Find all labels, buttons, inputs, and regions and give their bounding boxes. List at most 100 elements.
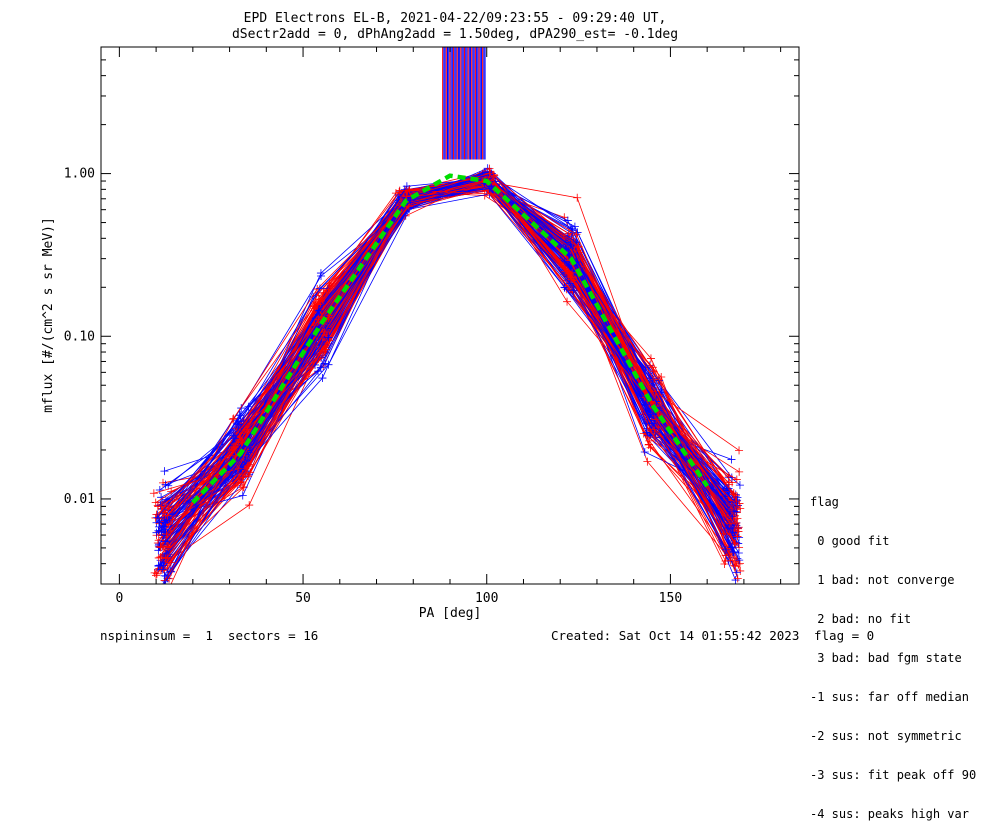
data-point	[487, 182, 496, 191]
data-point	[160, 467, 169, 476]
legend-entry: -4 sus: peaks high var	[810, 807, 969, 821]
data-point	[729, 548, 738, 557]
data-point	[733, 532, 742, 541]
x-tick-label: 0	[115, 591, 123, 606]
flux-curve-line	[160, 180, 728, 547]
flux-curve	[165, 171, 744, 568]
data-point	[324, 333, 333, 342]
flux-curve	[161, 171, 741, 537]
flux-curve-line	[162, 176, 733, 566]
flag-legend: flag 0 good fit 1 bad: not converge 2 ba…	[810, 470, 976, 834]
flux-curve-line	[160, 180, 731, 548]
footer-flag: flag = 0	[814, 628, 875, 643]
flux-curve	[163, 186, 738, 520]
data-point	[237, 404, 246, 413]
flux-curve-line	[165, 167, 732, 577]
data-point	[720, 559, 729, 568]
data-point	[728, 505, 737, 514]
footer-created: Created: Sat Oct 14 01:55:42 2023	[551, 628, 800, 643]
data-point	[729, 489, 738, 498]
flux-curve	[164, 179, 739, 556]
legend-entry: -1 sus: far off median	[810, 690, 969, 704]
flux-curve-line	[166, 173, 733, 535]
data-point	[573, 193, 582, 202]
data-point	[401, 186, 410, 195]
data-point	[728, 542, 737, 551]
data-point	[724, 523, 733, 532]
data-point	[161, 518, 170, 527]
data-point	[315, 284, 324, 293]
flux-curve-line	[162, 171, 728, 528]
data-point	[735, 446, 744, 455]
flux-curve-line	[170, 177, 738, 529]
median-fit-group	[191, 173, 710, 505]
legend-entry: 0 good fit	[810, 534, 890, 548]
data-point	[640, 400, 649, 409]
data-point	[243, 462, 252, 471]
data-point	[314, 306, 323, 315]
flux-curve-line	[165, 174, 737, 533]
data-point	[166, 558, 175, 567]
flux-curve-line	[165, 181, 734, 535]
data-point	[313, 300, 322, 309]
legend-entry: -3 sus: fit peak off 90	[810, 768, 977, 782]
flux-curve-line	[171, 183, 741, 527]
y-tick-label: 1.00	[64, 167, 95, 182]
data-point	[238, 473, 247, 482]
flux-curve-line	[162, 185, 740, 519]
data-point	[154, 562, 163, 571]
chart-title-line2: dSectr2add = 0, dPhAng2add = 1.50deg, dP…	[232, 27, 678, 42]
data-point	[725, 519, 734, 528]
data-point	[572, 230, 581, 239]
data-point	[154, 502, 163, 511]
data-point	[734, 548, 743, 557]
data-point	[652, 415, 661, 424]
data-point	[156, 553, 165, 562]
data-point	[733, 574, 742, 583]
data-point	[650, 425, 659, 434]
flux-curve	[168, 177, 744, 524]
data-point	[574, 242, 583, 251]
flux-curve	[158, 179, 739, 561]
flux-curve	[163, 182, 741, 537]
legend-entry: -2 sus: not symmetric	[810, 729, 962, 743]
data-point	[645, 436, 654, 445]
flux-curve-line	[163, 178, 732, 547]
flux-curve-line	[161, 176, 734, 536]
y-tick-label: 0.01	[64, 492, 95, 507]
data-point	[568, 268, 577, 277]
flux-curve	[153, 174, 730, 554]
data-point	[161, 554, 170, 563]
data-point	[731, 562, 740, 571]
data-point	[726, 556, 735, 565]
legend-entry: 3 bad: bad fgm state	[810, 651, 962, 665]
x-tick-label: 50	[295, 591, 311, 606]
flux-curve-line	[168, 179, 738, 510]
data-point	[395, 188, 404, 197]
data-point	[736, 566, 745, 575]
median-fit-line	[191, 173, 710, 505]
flux-curve-line	[163, 179, 736, 536]
data-point	[566, 240, 575, 249]
data-point	[230, 434, 239, 443]
data-point	[730, 497, 739, 506]
flux-curve	[160, 180, 742, 575]
data-point	[160, 571, 169, 580]
data-point	[721, 545, 730, 554]
flux-curve	[157, 173, 740, 535]
flux-curves	[149, 47, 745, 584]
data-point	[731, 576, 740, 584]
data-point	[735, 467, 744, 476]
data-point	[732, 475, 741, 484]
data-point	[727, 455, 736, 464]
data-point	[154, 526, 163, 535]
flux-curve	[154, 184, 734, 560]
data-point	[155, 518, 164, 527]
data-point	[246, 468, 255, 477]
flux-curve-line	[172, 181, 740, 521]
flux-curve	[159, 174, 734, 539]
data-point	[245, 501, 254, 510]
data-point	[168, 515, 177, 524]
data-point	[316, 269, 325, 278]
data-point	[644, 440, 653, 449]
